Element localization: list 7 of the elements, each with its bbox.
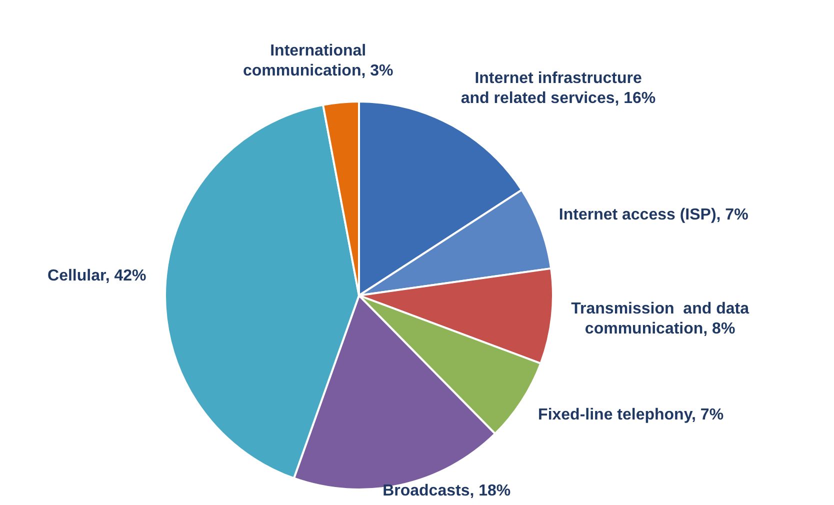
slice-label: Internet access (ISP), 7% bbox=[558, 206, 748, 224]
slice-label: Internet infrastructure and related services, 16% bbox=[460, 70, 656, 107]
slice-label: International communication, 3% bbox=[242, 42, 394, 80]
slice-label: Cellular, 42% bbox=[48, 268, 146, 285]
slice-label: Broadcasts, 18% bbox=[382, 482, 511, 500]
slice-label: Transmission and data communication, 8% bbox=[571, 300, 750, 338]
slice-label: Fixed-line telephony, 7% bbox=[538, 406, 724, 424]
